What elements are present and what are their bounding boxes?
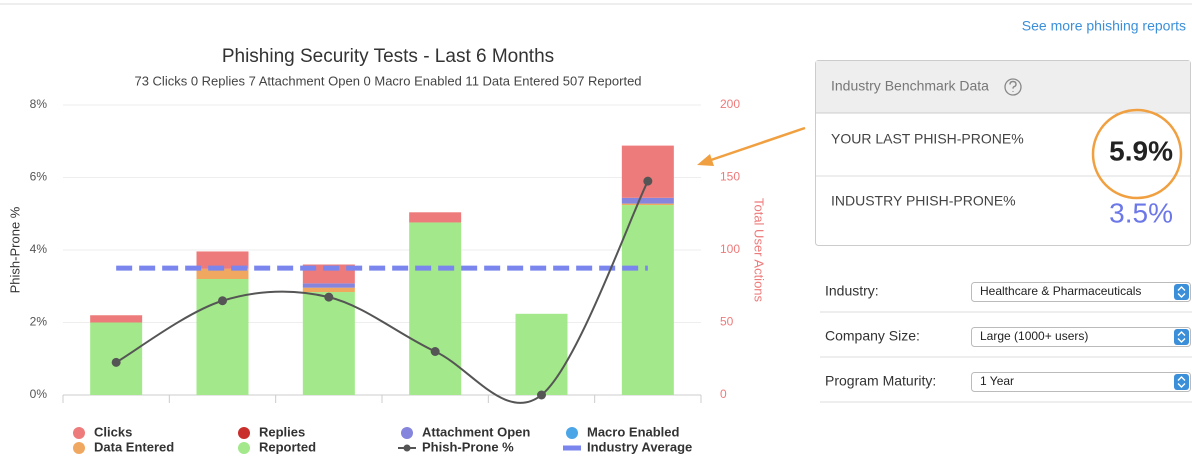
select-arrow-box xyxy=(1174,329,1189,345)
phish-prone-point xyxy=(537,390,546,400)
benchmark-value: 3.5% xyxy=(1109,197,1173,228)
benchmark-header xyxy=(816,61,1190,113)
pointer-arrowhead xyxy=(697,154,714,166)
legend-label: Replies xyxy=(259,424,305,439)
legend-marker xyxy=(566,427,578,439)
bar-segment xyxy=(409,222,462,395)
y-tick-label: 8% xyxy=(30,97,48,111)
filter-select[interactable] xyxy=(971,327,1191,347)
legend-marker xyxy=(238,442,250,454)
legend-label: Phish-Prone % xyxy=(422,439,514,454)
highlight-circle xyxy=(1091,108,1183,200)
y-tick-label: 4% xyxy=(30,242,48,256)
chart-subtitle: 73 Clicks 0 Replies 7 Attachment Open 0 … xyxy=(134,73,641,88)
select-arrow-box xyxy=(1174,284,1189,300)
legend-label: Data Entered xyxy=(94,439,174,454)
filter-select[interactable] xyxy=(971,282,1191,302)
legend-label: Clicks xyxy=(94,424,132,439)
legend-label: Macro Enabled xyxy=(587,424,680,439)
y-tick-label: 0% xyxy=(30,387,48,401)
bar-segment xyxy=(302,287,355,293)
help-icon[interactable] xyxy=(1004,78,1022,96)
bar-segment xyxy=(302,283,355,288)
select-arrow xyxy=(1177,376,1186,388)
y2-tick-label: 150 xyxy=(720,170,740,184)
select-arrow-box xyxy=(1174,374,1189,390)
benchmark-title: Industry Benchmark Data xyxy=(831,78,989,94)
y-tick-label: 6% xyxy=(30,170,48,184)
report-link[interactable]: See more phishing reports xyxy=(1022,18,1186,34)
y2-tick-label: 100 xyxy=(720,242,740,256)
phish-prone-point xyxy=(643,176,653,186)
legend-label: Industry Average xyxy=(587,439,692,454)
filter-label: Company Size: xyxy=(825,328,920,344)
y-axis-label: Phish-Prone % xyxy=(7,206,22,293)
pointer-arrow xyxy=(707,126,806,163)
phish-prone-point xyxy=(430,347,440,356)
select-arrow xyxy=(1177,286,1186,298)
legend-marker xyxy=(73,427,85,439)
filter-value: Large (1000+ users) xyxy=(980,329,1088,343)
bar-segment xyxy=(196,268,249,279)
filter-label: Industry: xyxy=(825,283,879,299)
phish-prone-point xyxy=(324,292,334,302)
filter-value: 1 Year xyxy=(980,374,1014,388)
y2-tick-label: 0 xyxy=(720,387,727,401)
bar-segment xyxy=(409,212,462,223)
legend-marker xyxy=(401,427,413,439)
phish-prone-point xyxy=(111,357,121,367)
help-icon-glyph xyxy=(1009,80,1017,92)
bar-segment xyxy=(621,197,674,204)
filter-label: Program Maturity: xyxy=(825,373,936,389)
y2-tick-label: 50 xyxy=(720,315,734,329)
bar-segment xyxy=(196,251,249,269)
bar-segment xyxy=(90,315,143,323)
phish-prone-point xyxy=(218,296,227,306)
bar-segment xyxy=(621,145,674,198)
benchmark-label: YOUR LAST PHISH-PRONE% xyxy=(831,131,1024,147)
benchmark-value: 5.9% xyxy=(1109,135,1173,166)
legend-label: Attachment Open xyxy=(422,424,530,439)
bar-segment xyxy=(621,203,674,206)
legend-marker xyxy=(403,444,411,452)
bar-segment xyxy=(515,313,568,395)
filter-select[interactable] xyxy=(971,372,1191,392)
y-tick-label: 2% xyxy=(30,315,48,329)
filter-value: Healthcare & Pharmaceuticals xyxy=(980,284,1141,298)
benchmark-label: INDUSTRY PHISH-PRONE% xyxy=(831,193,1016,209)
bar-segment xyxy=(621,205,674,395)
chart-title: Phishing Security Tests - Last 6 Months xyxy=(222,46,554,67)
phish-prone-line xyxy=(115,180,649,404)
bar-segment xyxy=(302,292,355,395)
legend-marker xyxy=(73,442,85,454)
select-arrow xyxy=(1177,331,1186,343)
y2-tick-label: 200 xyxy=(720,97,740,111)
y2-axis-label: Total User Actions xyxy=(752,198,767,303)
legend-marker xyxy=(238,427,250,439)
legend-label: Reported xyxy=(259,439,316,454)
